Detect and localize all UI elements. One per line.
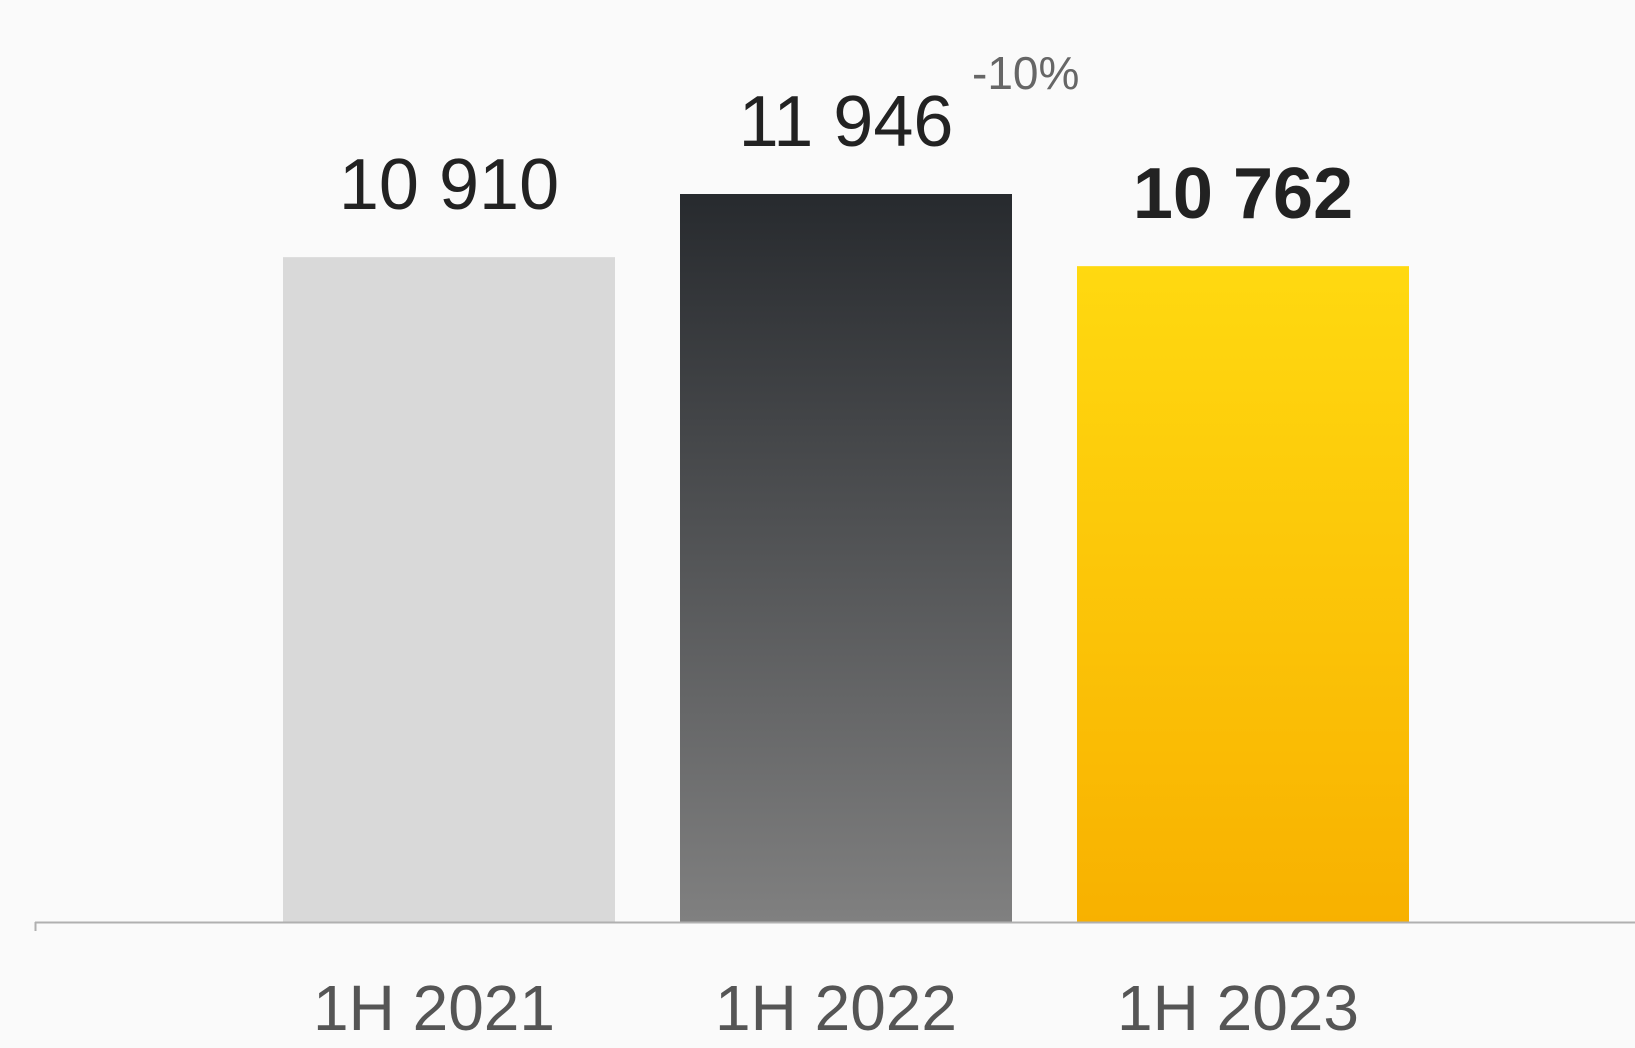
bar-1h-2021 [283, 257, 615, 922]
change-annotation: -10% [972, 47, 1079, 99]
labels-layer: 10 910 1H 2021 11 946 -10% 1H 2022 10 762 1H 2… [313, 47, 1359, 1044]
value-label-2: 11 946 [739, 82, 954, 162]
bars-layer [283, 194, 1409, 922]
tick-label-2: 1H 2022 [715, 972, 957, 1044]
tick-label-1: 1H 2021 [313, 972, 555, 1044]
value-label-3: 10 762 [1133, 154, 1353, 234]
value-label-1: 10 910 [339, 145, 559, 225]
bar-1h-2022 [680, 194, 1012, 922]
bar-1h-2023 [1077, 266, 1409, 922]
tick-label-3: 1H 2023 [1117, 972, 1359, 1044]
